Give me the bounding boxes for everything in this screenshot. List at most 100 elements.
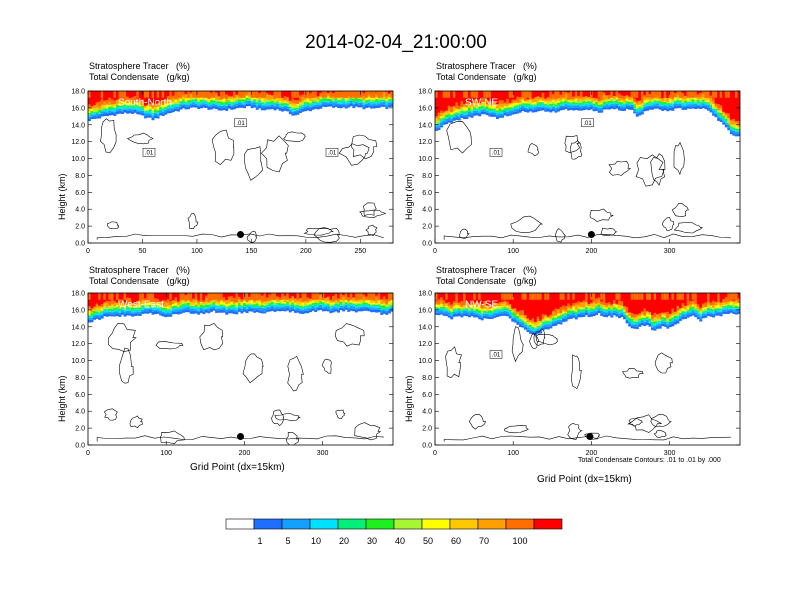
tracer-cell	[367, 94, 371, 97]
tracer-cell	[126, 304, 130, 306]
tracer-cell	[539, 108, 543, 111]
tracer-cell	[250, 306, 254, 308]
tracer-cell	[174, 302, 178, 305]
tracer-cell	[508, 305, 512, 307]
tracer-cell	[643, 95, 647, 97]
tracer-cell	[569, 91, 573, 98]
tracer-cell	[268, 91, 272, 95]
tracer-cell	[230, 98, 234, 100]
tracer-cell	[462, 116, 466, 120]
tracer-cell	[210, 301, 213, 305]
tracer-cell	[612, 303, 616, 306]
tracer-cell	[470, 313, 474, 317]
tracer-cell	[210, 92, 213, 98]
tracer-cell	[174, 309, 178, 312]
tracer-cell	[126, 91, 130, 97]
tracer-cell	[597, 297, 601, 301]
tracer-cell	[204, 105, 208, 108]
tracer-cell	[118, 101, 122, 104]
tracer-cell	[268, 302, 272, 304]
tracer-cell	[485, 108, 489, 110]
tracer-cell	[128, 91, 132, 99]
tracer-cell	[554, 99, 558, 101]
tracer-cell	[138, 309, 142, 311]
tracer-cell	[501, 113, 505, 116]
tracer-cell	[138, 91, 142, 102]
tracer-cell	[131, 106, 135, 108]
tracer-cell	[329, 304, 333, 307]
tracer-cell	[385, 91, 389, 97]
tracer-cell	[470, 305, 474, 308]
tracer-cell	[110, 91, 114, 100]
tracer-cell	[445, 110, 449, 112]
tracer-cell	[390, 293, 393, 300]
tracer-cell	[592, 108, 596, 112]
tracer-cell	[437, 115, 441, 121]
tracer-cell	[217, 308, 221, 311]
tracer-cell	[455, 313, 459, 317]
tracer-cell	[686, 310, 690, 312]
tracer-cell	[176, 305, 180, 307]
x-tick-label: 150	[246, 248, 258, 255]
tracer-cell	[281, 105, 285, 107]
tracer-cell	[712, 311, 715, 314]
tracer-cell	[607, 310, 611, 314]
tracer-cell	[724, 118, 728, 121]
tracer-cell	[95, 313, 99, 315]
tracer-cell	[531, 293, 535, 300]
contour-label: .01	[492, 150, 501, 156]
tracer-cell	[480, 105, 484, 107]
tracer-cell	[475, 107, 479, 109]
tracer-cell	[182, 104, 185, 106]
tracer-cell	[131, 107, 135, 110]
tracer-cell	[283, 105, 287, 109]
tracer-cell	[531, 91, 535, 99]
tracer-cell	[727, 128, 731, 131]
tracer-cell	[714, 103, 718, 107]
tracer-cell	[574, 91, 578, 98]
tracer-cell	[554, 318, 558, 320]
tracer-cell	[255, 293, 259, 300]
tracer-cell	[276, 301, 280, 304]
tracer-cell	[253, 303, 257, 305]
tracer-cell	[478, 304, 482, 307]
tracer-cell	[385, 299, 389, 304]
tracer-cell	[452, 309, 456, 311]
tracer-cell	[301, 100, 305, 103]
tracer-cell	[686, 311, 690, 313]
tracer-cell	[714, 107, 718, 111]
tracer-cell	[304, 108, 307, 112]
tracer-cell	[590, 303, 593, 305]
tracer-cell	[136, 98, 140, 102]
tracer-cell	[564, 99, 568, 103]
tracer-cell	[457, 110, 461, 114]
tracer-cell	[232, 91, 236, 98]
tracer-cell	[612, 101, 616, 103]
panel-3-xlabel: Grid Point (dx=15km)	[190, 462, 285, 473]
tracer-cell	[159, 293, 163, 302]
tracer-cell	[551, 316, 555, 318]
tracer-cell	[189, 299, 193, 302]
tracer-cell	[577, 313, 581, 315]
tracer-cell	[156, 109, 160, 113]
tracer-cell	[635, 293, 639, 315]
tracer-cell	[666, 324, 670, 327]
tracer-cell	[113, 293, 117, 302]
tracer-cell	[235, 100, 239, 102]
tracer-cell	[557, 102, 560, 106]
tracer-cell	[597, 293, 601, 298]
tracer-cell	[452, 111, 456, 113]
tracer-cell	[194, 303, 198, 305]
tracer-cell	[316, 102, 320, 105]
tracer-cell	[727, 123, 731, 125]
tracer-cell	[387, 298, 391, 301]
tracer-cell	[663, 314, 667, 317]
tracer-cell	[724, 120, 728, 123]
tracer-cell	[268, 303, 272, 307]
tracer-cell	[248, 301, 252, 303]
tracer-cell	[630, 102, 634, 104]
tracer-cell	[551, 108, 555, 112]
tracer-cell	[349, 99, 353, 102]
tracer-cell	[271, 95, 274, 100]
tracer-cell	[630, 103, 634, 105]
